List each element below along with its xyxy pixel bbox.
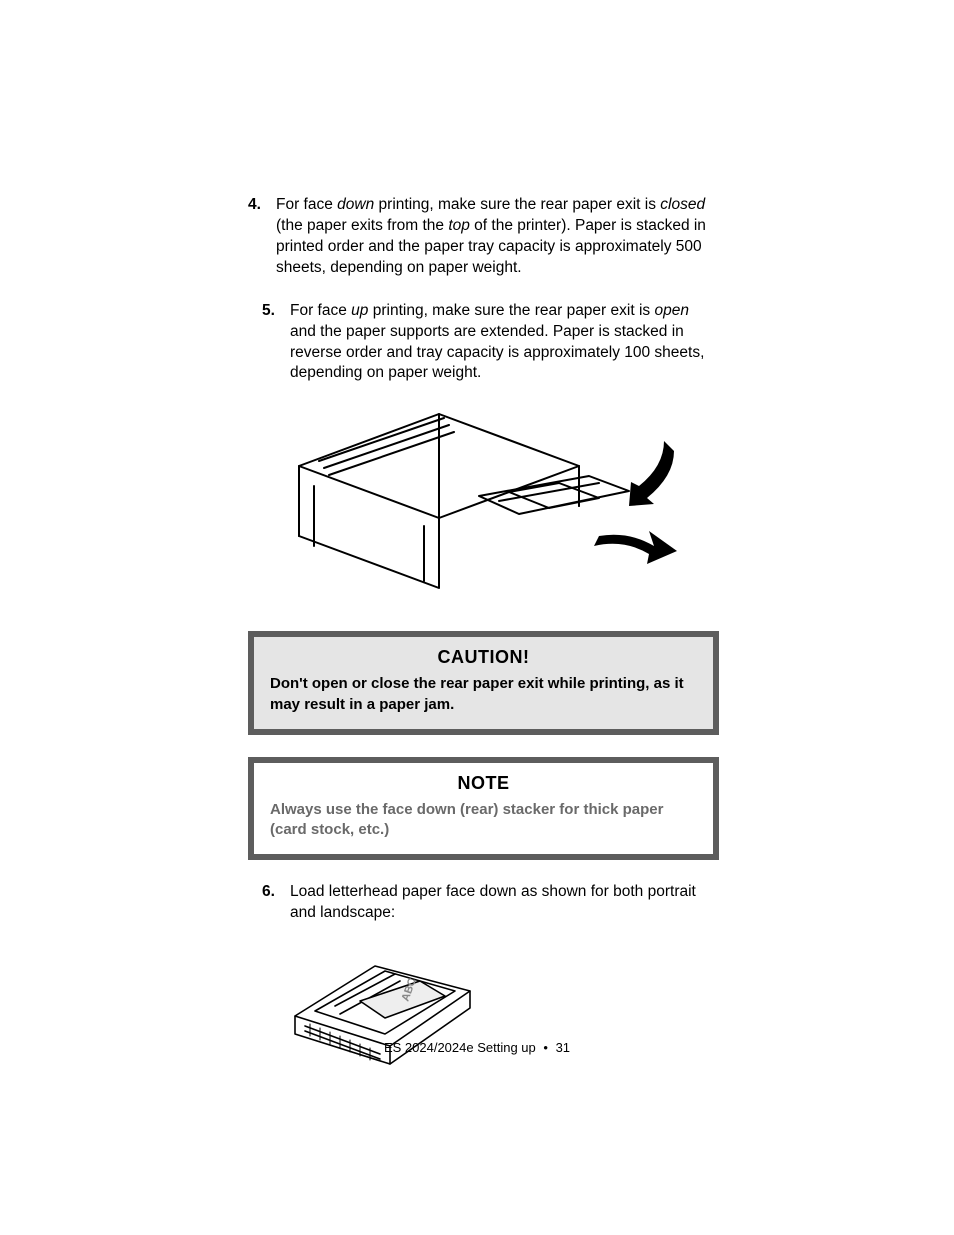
- caution-callout: CAUTION! Don't open or close the rear pa…: [248, 631, 719, 735]
- list-item-4: 4. For face down printing, make sure the…: [248, 195, 719, 279]
- printer-illustration-svg: [269, 406, 699, 606]
- callout-inner: CAUTION! Don't open or close the rear pa…: [254, 637, 713, 729]
- list-number: 6.: [262, 882, 290, 924]
- text-italic: closed: [660, 196, 705, 213]
- list-item-6: 6. Load letterhead paper face down as sh…: [248, 882, 719, 924]
- text-run: and the paper supports are extended. Pap…: [290, 323, 704, 382]
- list-number: 5.: [262, 301, 290, 385]
- page-footer: ES 2024/2024e Setting up • 31: [0, 1040, 954, 1055]
- text-run: For face: [276, 196, 337, 213]
- list-number: 4.: [248, 195, 276, 279]
- note-callout: NOTE Always use the face down (rear) sta…: [248, 757, 719, 861]
- list-text: For face up printing, make sure the rear…: [290, 301, 719, 385]
- list-text: For face down printing, make sure the re…: [276, 195, 719, 279]
- callout-inner: NOTE Always use the face down (rear) sta…: [254, 763, 713, 855]
- footer-page-number: 31: [556, 1040, 570, 1055]
- document-page: 4. For face down printing, make sure the…: [0, 0, 954, 1235]
- note-body: Always use the face down (rear) stacker …: [270, 800, 697, 841]
- text-italic: open: [654, 302, 688, 319]
- text-run: printing, make sure the rear paper exit …: [368, 302, 654, 319]
- footer-separator: •: [543, 1040, 548, 1055]
- note-title: NOTE: [270, 773, 697, 794]
- text-run: (the paper exits from the: [276, 217, 448, 234]
- text-italic: down: [337, 196, 374, 213]
- list-item-5: 5. For face up printing, make sure the r…: [248, 301, 719, 385]
- text-italic: top: [448, 217, 470, 234]
- footer-section: ES 2024/2024e Setting up: [384, 1040, 536, 1055]
- caution-body: Don't open or close the rear paper exit …: [270, 674, 697, 715]
- text-run: For face: [290, 302, 351, 319]
- text-run: printing, make sure the rear paper exit …: [374, 196, 660, 213]
- text-italic: up: [351, 302, 368, 319]
- caution-title: CAUTION!: [270, 647, 697, 668]
- list-text: Load letterhead paper face down as shown…: [290, 882, 719, 924]
- figure-printer-rear-exit: [248, 406, 719, 611]
